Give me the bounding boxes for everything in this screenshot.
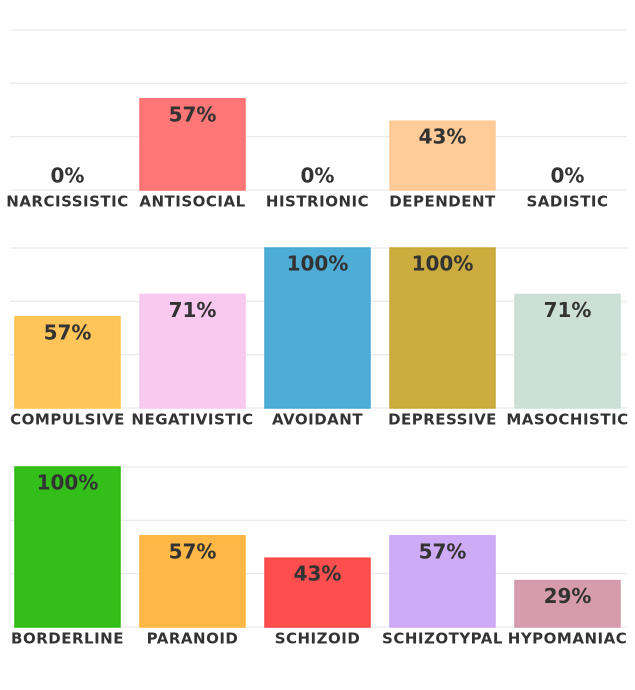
value-label: 100% [412,252,474,276]
value-label: 43% [294,562,342,586]
value-label: 0% [51,164,85,188]
bar [514,579,621,628]
bar [389,247,496,409]
category-label: AVOIDANT [272,411,363,429]
category-label: HISTRIONIC [266,193,369,211]
value-label: 100% [37,471,99,495]
bar [264,557,371,628]
bar [389,535,496,628]
value-label: 43% [419,125,467,149]
value-label: 57% [169,539,217,563]
category-label: ANTISOCIAL [139,193,245,211]
category-label: SCHIZOID [275,630,361,648]
category-label: PARANOID [147,630,239,648]
bar [139,98,246,191]
bar [14,316,121,409]
bar [14,466,121,628]
bar [139,293,246,409]
value-label: 0% [301,164,335,188]
category-label: NARCISSISTIC [6,193,128,211]
bar [389,120,496,191]
category-label: SADISTIC [526,193,608,211]
value-label: 57% [419,539,467,563]
value-label: 71% [544,298,592,322]
category-label: COMPULSIVE [10,411,125,429]
category-label: SCHIZOTYPAL [382,630,503,648]
value-label: 100% [287,252,349,276]
category-label: BORDERLINE [11,630,124,648]
category-label: HYPOMANIAC [508,630,627,648]
value-label: 71% [169,298,217,322]
bar [514,293,621,409]
category-label: DEPRESSIVE [388,411,497,429]
bar [264,247,371,409]
category-label: NEGATIVISTIC [131,411,253,429]
value-label: 57% [44,320,92,344]
bar [139,535,246,628]
value-label: 57% [169,102,217,126]
category-label: MASOCHISTIC [506,411,628,429]
value-label: 0% [551,164,585,188]
category-label: DEPENDENT [389,193,496,211]
value-label: 29% [544,584,592,608]
